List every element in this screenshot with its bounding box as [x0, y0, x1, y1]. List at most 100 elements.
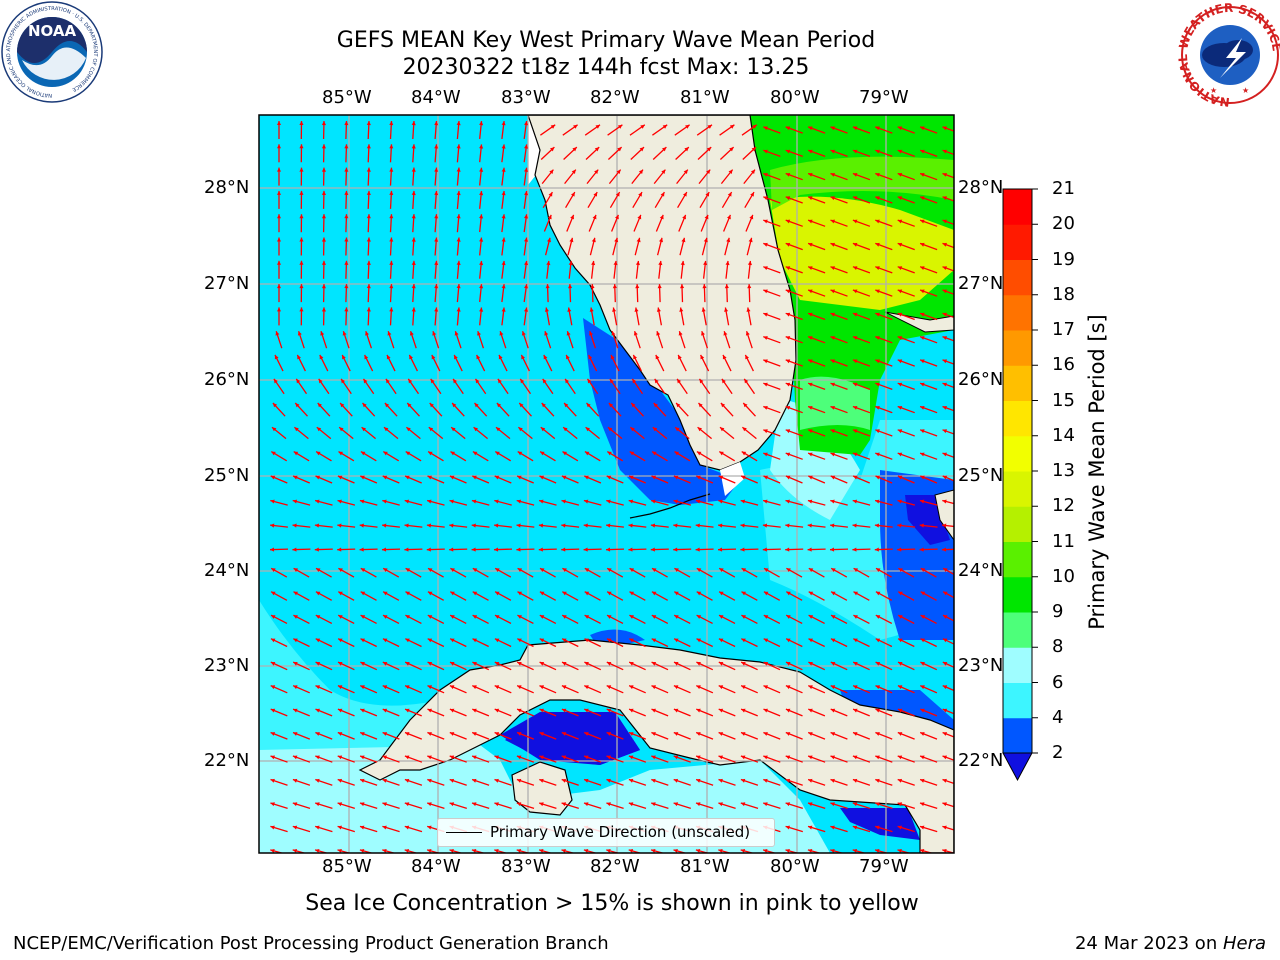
- wave-arrow-head: [695, 523, 700, 528]
- wave-arrow-head: [584, 802, 589, 807]
- wave-arrow-head: [785, 266, 791, 270]
- wave-arrow-head: [360, 662, 365, 666]
- wave-arrow-head: [718, 547, 723, 552]
- wave-arrow-head: [456, 307, 461, 312]
- wave-arrow-head: [366, 190, 371, 195]
- wave-arrow-head: [920, 219, 925, 224]
- wave-arrow-head: [942, 336, 947, 340]
- wave-arrow-head: [434, 237, 439, 242]
- wave-arrow-head: [275, 331, 280, 336]
- wave-arrow-head: [277, 144, 281, 149]
- wave-arrow-head: [494, 732, 500, 736]
- wave-arrow-head: [808, 755, 813, 760]
- wave-arrow-head: [785, 173, 791, 177]
- wave-arrow-head: [786, 591, 791, 596]
- wave-arrow-head: [741, 732, 746, 736]
- wave-arrow-head: [875, 849, 880, 853]
- wave-arrow-head: [652, 427, 658, 432]
- wave-arrow-head: [942, 266, 947, 270]
- wave-arrow-head: [763, 499, 768, 504]
- wave-arrow-head: [383, 591, 388, 596]
- wave-arrow-head: [718, 475, 724, 480]
- wave-arrow-head: [673, 523, 678, 528]
- wave-arrow-head: [650, 523, 656, 528]
- wave-arrow-head: [724, 284, 729, 289]
- wave-arrow-head: [875, 499, 880, 504]
- wave-arrow-head: [472, 708, 477, 713]
- lat-tick-left: 26°N: [204, 369, 250, 390]
- wave-arrow-head: [382, 708, 388, 713]
- wave-arrow-head: [362, 403, 367, 408]
- wave-arrow-head: [405, 591, 410, 596]
- wave-arrow-head: [897, 289, 903, 294]
- wave-arrow-head: [521, 354, 525, 360]
- wave-arrow-head: [875, 289, 880, 294]
- wave-arrow-head: [721, 378, 726, 384]
- wave-arrow-head: [427, 475, 432, 480]
- wave-arrow-head: [808, 825, 813, 830]
- wave-arrow-head: [897, 732, 903, 736]
- wave-arrow-head: [434, 144, 439, 149]
- wave-arrow-head: [875, 475, 880, 480]
- wave-arrow-head: [830, 825, 835, 830]
- wave-arrow-head: [389, 307, 394, 312]
- wave-arrow-head: [427, 708, 432, 713]
- wave-arrow-head: [718, 802, 723, 807]
- wave-arrow-head: [807, 499, 813, 504]
- wave-arrow-head: [342, 331, 347, 336]
- wave-arrow-head: [696, 451, 702, 456]
- wave-arrow-head: [740, 499, 746, 504]
- wave-arrow-head: [315, 825, 320, 830]
- wave-arrow-head: [920, 825, 925, 830]
- wave-arrow-head: [762, 523, 768, 528]
- wave-arrow-head: [366, 121, 371, 126]
- wave-arrow-head: [270, 778, 275, 783]
- colorbar-tick-label: 15: [1052, 389, 1075, 411]
- wave-arrow-head: [479, 237, 484, 242]
- wave-arrow-head: [678, 331, 683, 336]
- wave-arrow-head: [427, 615, 433, 619]
- wave-arrow-head: [386, 354, 391, 360]
- wave-arrow-head: [723, 331, 728, 336]
- wave-arrow-head: [501, 284, 506, 289]
- wave-arrow-head: [571, 169, 576, 174]
- wave-arrow-head: [696, 568, 702, 572]
- sea-ice-footnote: Sea Ice Concentration > 15% is shown in …: [305, 891, 919, 916]
- wave-arrow-head: [539, 685, 544, 690]
- wave-arrow-head: [549, 169, 554, 174]
- wave-arrow-head: [584, 638, 589, 643]
- wave-arrow-head: [785, 242, 791, 247]
- wave-arrow-head: [389, 167, 394, 172]
- wave-arrow-head: [701, 307, 706, 312]
- wave-arrow-head: [763, 638, 769, 643]
- wave-arrow-head: [472, 615, 478, 619]
- wave-arrow-head: [411, 121, 416, 126]
- wave-arrow-head: [747, 284, 752, 289]
- wave-arrow-head: [359, 499, 365, 504]
- wave-arrow-head: [611, 331, 616, 336]
- wave-arrow-head: [338, 591, 343, 596]
- wave-arrow-head: [501, 121, 506, 126]
- wave-arrow-head: [389, 284, 394, 289]
- wave-arrow-head: [852, 266, 858, 270]
- colorbar-segment: [1003, 259, 1032, 296]
- credit-line: NCEP/EMC/Verification Post Processing Pr…: [13, 933, 609, 954]
- wave-arrow-head: [808, 778, 813, 783]
- wave-arrow-head: [852, 219, 858, 224]
- wave-arrow-head: [315, 475, 320, 480]
- colorbar-segment: [1003, 717, 1032, 754]
- wave-arrow-head: [292, 778, 298, 783]
- wave-arrow-head: [808, 359, 813, 364]
- colorbar-tick-label: 12: [1052, 495, 1075, 517]
- wave-arrow-head: [297, 354, 301, 360]
- wave-arrow-head: [741, 451, 747, 456]
- wave-arrow-head: [429, 403, 434, 408]
- wave-arrow-head: [653, 403, 658, 408]
- wave-arrow-head: [942, 685, 948, 690]
- lon-tick-bottom: 83°W: [501, 856, 551, 877]
- wave-arrow-head: [920, 382, 925, 387]
- wave-arrow-head: [494, 802, 499, 807]
- wave-arrow-head: [539, 475, 544, 480]
- wave-arrow-head: [785, 523, 790, 528]
- wave-arrow-head: [314, 547, 319, 552]
